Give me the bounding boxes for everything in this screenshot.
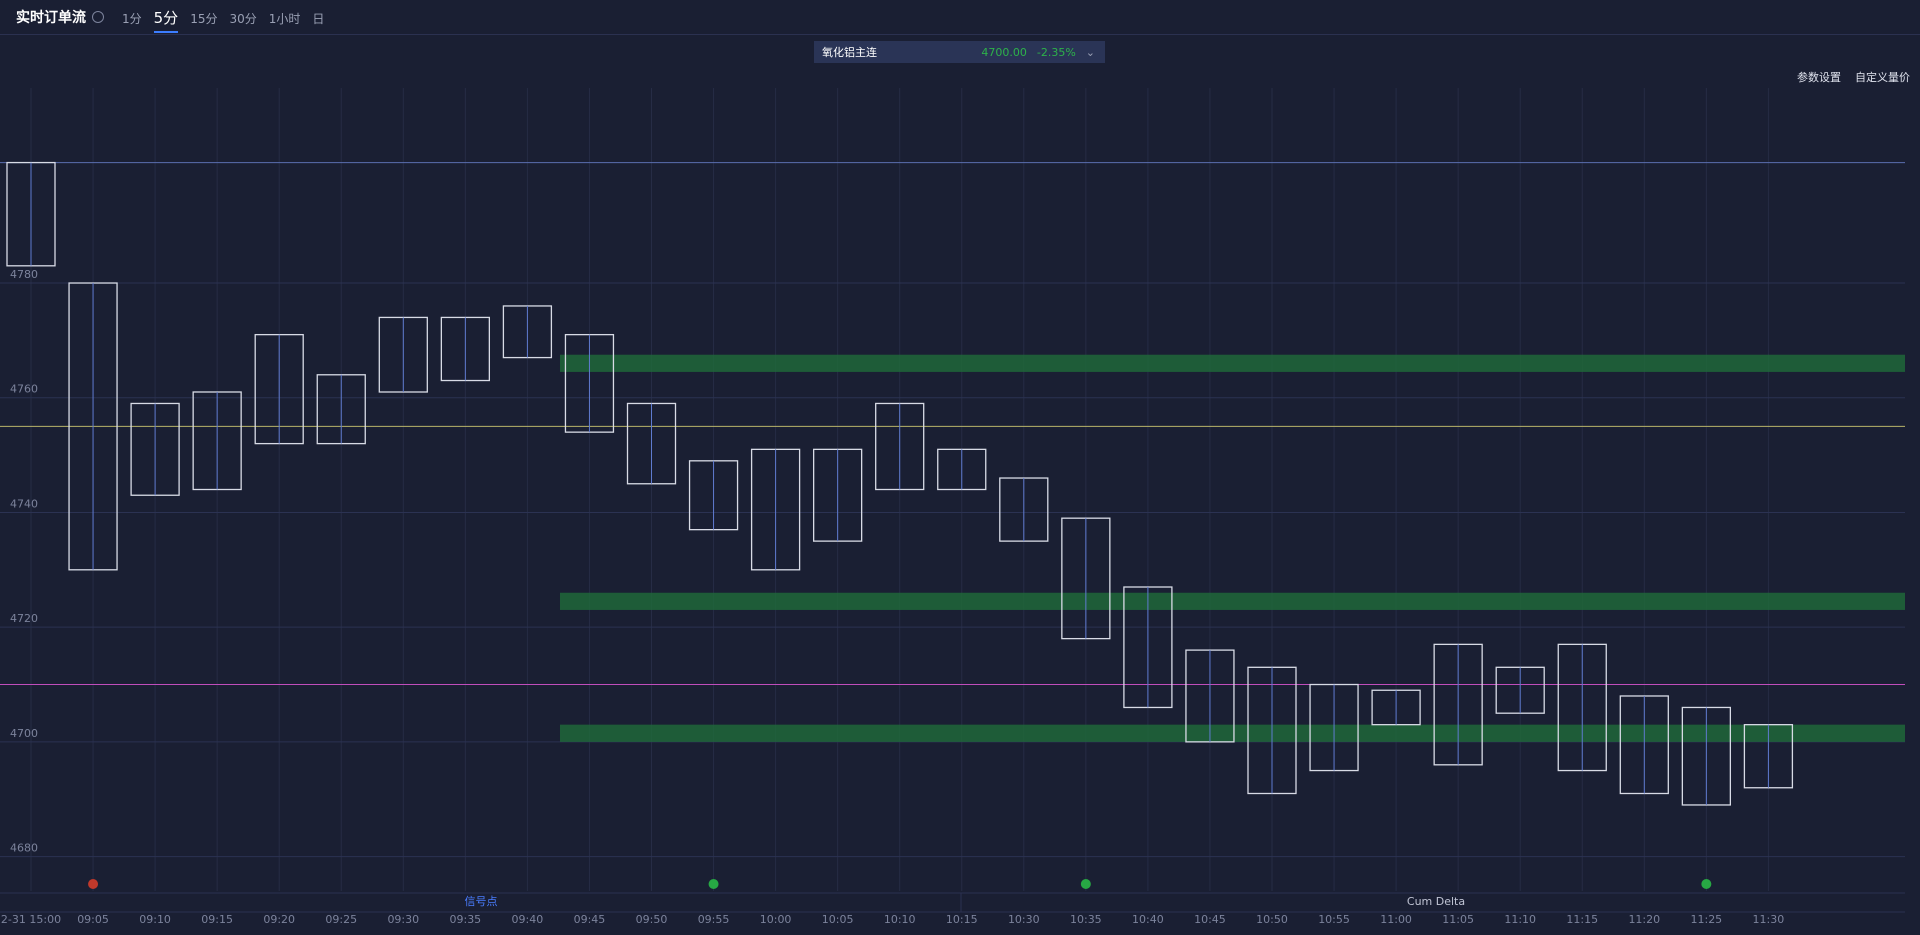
x-tick-label: 09:30 <box>387 913 419 926</box>
interval-tab[interactable]: 1分 <box>122 11 142 26</box>
y-tick-label: 4700 <box>10 727 38 740</box>
x-tick-label: 2-31 15:00 <box>1 913 61 926</box>
interval-tab[interactable]: 1小时 <box>268 11 301 26</box>
x-tick-label: 10:35 <box>1070 913 1102 926</box>
x-tick-label: 11:10 <box>1504 913 1536 926</box>
toolbar-button[interactable]: 参数设置 <box>1797 71 1841 84</box>
x-tick-label: 09:35 <box>449 913 481 926</box>
x-tick-label: 09:55 <box>698 913 730 926</box>
x-tick-label: 11:20 <box>1628 913 1660 926</box>
x-tick-label: 10:00 <box>760 913 792 926</box>
x-tick-label: 11:15 <box>1566 913 1598 926</box>
x-tick-label: 10:50 <box>1256 913 1288 926</box>
interval-tab[interactable]: 15分 <box>190 11 218 26</box>
toolbar-button[interactable]: 自定义量价 <box>1855 71 1910 84</box>
zone <box>560 592 1905 610</box>
panel-label: Cum Delta <box>1407 895 1465 908</box>
x-tick-label: 09:45 <box>574 913 606 926</box>
info-icon[interactable] <box>92 11 104 23</box>
signal-point <box>1701 879 1712 889</box>
x-tick-label: 11:25 <box>1690 913 1722 926</box>
toolbar: 参数设置 自定义量价 <box>1783 69 1910 85</box>
title: 实时订单流 <box>16 10 86 26</box>
interval-tab[interactable]: 30分 <box>229 11 257 26</box>
y-tick-label: 4780 <box>10 268 38 281</box>
y-tick-label: 4720 <box>10 612 38 625</box>
x-tick-label: 09:10 <box>139 913 171 926</box>
x-tick-label: 09:15 <box>201 913 233 926</box>
x-tick-label: 09:50 <box>636 913 668 926</box>
x-tick-label: 10:30 <box>1008 913 1040 926</box>
symbol-selector[interactable]: 氧化铝主连 4700.00 -2.35% ⌄ <box>814 41 1105 63</box>
intervals: 1分 5分 15分 30分 1小时日 <box>110 4 325 33</box>
interval-tab[interactable]: 日 <box>312 11 325 26</box>
x-tick-label: 10:15 <box>946 913 978 926</box>
y-tick-label: 4680 <box>10 842 38 855</box>
x-tick-label: 09:20 <box>263 913 295 926</box>
x-tick-label: 11:30 <box>1753 913 1785 926</box>
signal-point <box>708 879 719 889</box>
symbol-change: -2.35% <box>1036 45 1076 59</box>
zone <box>560 724 1905 742</box>
x-tick-label: 09:05 <box>77 913 109 926</box>
x-tick-label: 10:55 <box>1318 913 1350 926</box>
interval-tab[interactable]: 5分 <box>153 4 179 33</box>
x-tick-label: 11:00 <box>1380 913 1412 926</box>
x-tick-label: 09:25 <box>325 913 357 926</box>
x-tick-label: 10:10 <box>884 913 916 926</box>
y-tick-label: 4740 <box>10 497 38 510</box>
x-tick-label: 10:45 <box>1194 913 1226 926</box>
panel-label: 信号点 <box>465 895 498 908</box>
x-tick-label: 11:05 <box>1442 913 1474 926</box>
dropdown-arrow: ⌄ <box>1085 45 1095 59</box>
signal-point <box>1080 879 1091 889</box>
x-tick-label: 10:05 <box>822 913 854 926</box>
x-tick-label: 09:40 <box>512 913 544 926</box>
zone <box>560 354 1905 372</box>
signal-point <box>88 879 99 889</box>
symbol-price: 4700.00 <box>981 45 1027 59</box>
symbol-name: 氧化铝主连 <box>822 46 877 59</box>
x-tick-label: 10:40 <box>1132 913 1164 926</box>
y-tick-label: 4760 <box>10 383 38 396</box>
header: 实时订单流 1分 5分 15分 30分 1小时日 <box>0 0 1920 35</box>
